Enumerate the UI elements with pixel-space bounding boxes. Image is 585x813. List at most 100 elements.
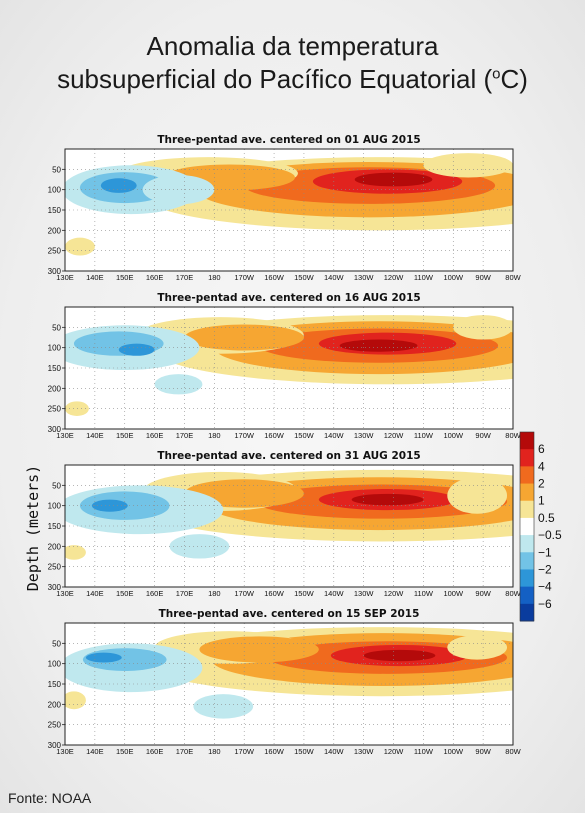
y-tick-label: 300	[48, 425, 62, 434]
y-tick-label: 100	[48, 344, 62, 353]
x-tick-label: 140W	[324, 747, 345, 756]
x-tick-label: 140E	[86, 589, 104, 598]
x-tick-label: 130W	[354, 589, 375, 598]
panel-grid-3	[65, 465, 513, 587]
x-tick-label: 170W	[234, 589, 255, 598]
colorbar-label: 6	[538, 442, 545, 456]
y-tick-label: 300	[48, 583, 62, 592]
x-tick-label: 90W	[475, 589, 491, 598]
y-tick-label: 200	[48, 384, 62, 393]
x-tick-label: 130W	[354, 431, 375, 440]
title-line-2-suffix: C)	[500, 64, 528, 94]
y-tick-label: 250	[48, 247, 62, 256]
colorbar-label: −0.5	[538, 528, 562, 542]
colorbar-swatch	[520, 586, 534, 605]
x-tick-label: 150W	[294, 747, 315, 756]
y-tick-label: 200	[48, 226, 62, 235]
x-tick-label: 130E	[56, 273, 74, 282]
x-tick-label: 130E	[56, 589, 74, 598]
anomaly-blob	[142, 175, 215, 205]
anomaly-blob	[339, 339, 418, 352]
x-tick-label: 170E	[176, 747, 194, 756]
x-tick-label: 150E	[116, 747, 134, 756]
y-tick-label: 50	[52, 165, 61, 174]
title-line-2: subsuperficial do Pacífico Equatorial (o…	[0, 63, 585, 96]
panel-grid-1	[65, 149, 513, 271]
panel-grid-2	[65, 307, 513, 429]
x-tick-label: 170W	[234, 273, 255, 282]
y-tick-label: 150	[48, 364, 62, 373]
x-tick-label: 120W	[384, 431, 405, 440]
x-tick-label: 160E	[146, 589, 164, 598]
panel-grid-4	[65, 623, 513, 745]
anomaly-blob	[199, 636, 319, 663]
chart-panels: Three-pentad ave. centered on 01 AUG 201…	[48, 134, 522, 756]
x-tick-label: 150W	[294, 431, 315, 440]
colorbar-swatch	[520, 517, 534, 536]
x-tick-label: 150E	[116, 273, 134, 282]
title-line-2-prefix: subsuperficial do Pacífico Equatorial (	[57, 64, 493, 94]
anomaly-blob	[154, 374, 203, 395]
anomaly-field-1	[65, 149, 513, 271]
x-tick-label: 180	[208, 747, 221, 756]
source-note: Fonte: NOAA	[8, 790, 92, 806]
colorbar-swatch	[520, 552, 534, 570]
anomaly-blob	[65, 691, 86, 710]
anomaly-blob	[354, 172, 433, 187]
x-tick-label: 150E	[116, 589, 134, 598]
x-tick-label: 140E	[86, 273, 104, 282]
y-tick-label: 150	[48, 522, 62, 531]
anomaly-blob	[447, 635, 508, 660]
x-tick-label: 130W	[354, 747, 375, 756]
x-tick-label: 140W	[324, 589, 345, 598]
y-tick-label: 200	[48, 542, 62, 551]
y-tick-label: 300	[48, 741, 62, 750]
x-tick-label: 130E	[56, 431, 74, 440]
heatmap-panel-3: Three-pentad ave. centered on 31 AUG 201…	[48, 450, 522, 598]
x-tick-label: 110W	[414, 273, 434, 282]
x-tick-label: 90W	[475, 431, 491, 440]
x-tick-label: 130E	[56, 747, 74, 756]
y-tick-label: 50	[52, 639, 61, 648]
x-tick-label: 140E	[86, 747, 104, 756]
x-tick-label: 140W	[324, 273, 345, 282]
heatmap-panel-2: Three-pentad ave. centered on 16 AUG 201…	[48, 292, 522, 440]
y-tick-label: 250	[48, 405, 62, 414]
y-tick-label: 250	[48, 563, 62, 572]
x-tick-label: 160E	[146, 431, 164, 440]
heatmap-panel-1: Three-pentad ave. centered on 01 AUG 201…	[48, 134, 522, 282]
x-tick-label: 100W	[443, 589, 464, 598]
x-tick-label: 170E	[176, 273, 194, 282]
anomaly-blob	[193, 694, 254, 719]
x-tick-label: 100W	[443, 747, 464, 756]
title-degree-sup: o	[492, 65, 501, 83]
colorbar-label: 0.5	[538, 511, 555, 525]
x-tick-label: 120W	[384, 747, 405, 756]
colorbar-label: −4	[538, 580, 552, 594]
x-tick-label: 80W	[505, 589, 521, 598]
heatmap-panel-4: Three-pentad ave. centered on 15 SEP 201…	[48, 608, 522, 756]
x-tick-label: 100W	[443, 431, 464, 440]
x-tick-label: 140W	[324, 431, 345, 440]
colorbar-swatch	[520, 500, 534, 519]
colorbar-label: −6	[538, 597, 552, 611]
anomaly-blob	[447, 477, 508, 514]
x-tick-label: 150E	[116, 431, 134, 440]
y-tick-label: 100	[48, 660, 62, 669]
colorbar-label: 4	[538, 459, 545, 473]
x-tick-label: 160W	[264, 589, 285, 598]
colorbar-label: 2	[538, 477, 545, 491]
colorbar: 6 4 2 1 0.5 −0.5 −1 −2 −4 −6	[519, 431, 562, 622]
colorbar-swatch	[520, 603, 534, 622]
anomaly-blob	[351, 493, 424, 506]
anomaly-blob	[100, 178, 137, 193]
colorbar-swatch	[520, 432, 534, 450]
panel-title-4: Three-pentad ave. centered on 15 SEP 201…	[159, 608, 420, 620]
x-tick-label: 180	[208, 431, 221, 440]
x-tick-label: 120W	[384, 273, 405, 282]
x-tick-label: 160W	[264, 431, 285, 440]
y-tick-label: 150	[48, 680, 62, 689]
y-tick-label: 250	[48, 721, 62, 730]
panel-title-2: Three-pentad ave. centered on 16 AUG 201…	[157, 292, 420, 304]
